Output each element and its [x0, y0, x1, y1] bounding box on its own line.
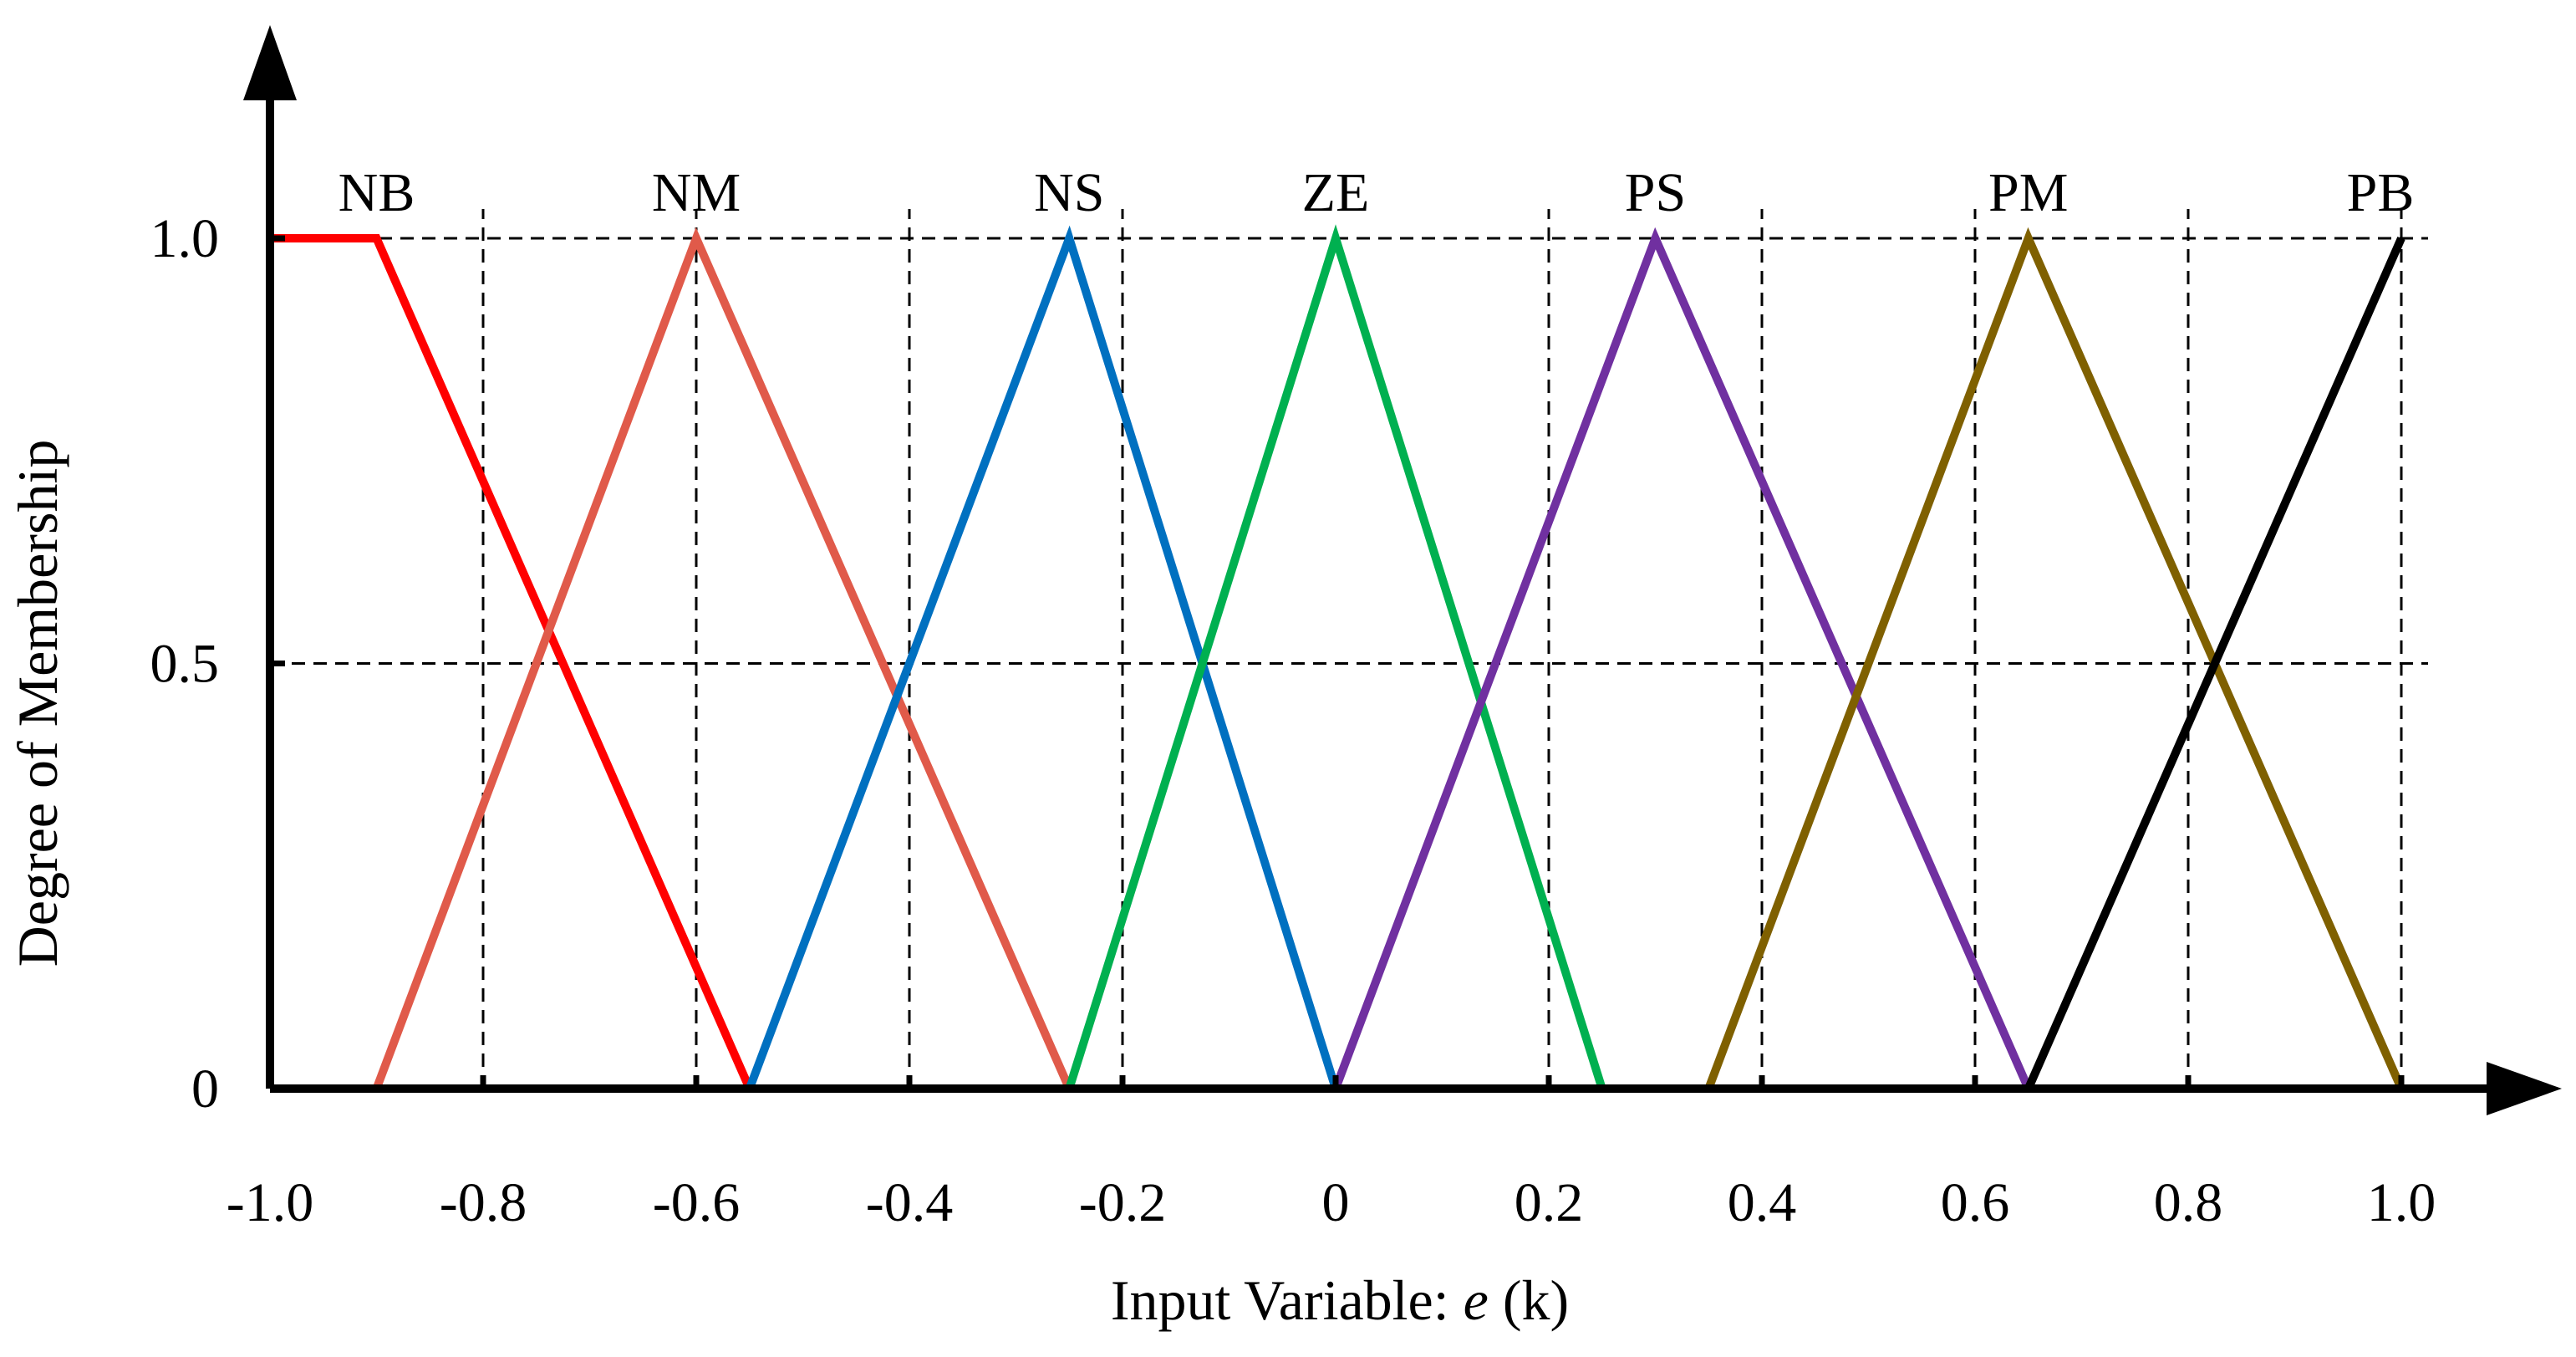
membership-functions: [270, 224, 2405, 1091]
x-tick-label: -0.6: [653, 1172, 740, 1233]
series-ze-line: [1065, 224, 1606, 1090]
y-axis-title: Degree of Membership: [6, 440, 69, 967]
series-label-nm: NM: [652, 162, 741, 223]
series-nm-line: [372, 227, 1073, 1091]
x-tick-label: 0: [1322, 1172, 1350, 1233]
y-axis-arrow-icon: [243, 25, 297, 100]
x-tick-label: -1.0: [227, 1172, 313, 1233]
x-axis-arrow-icon: [2487, 1062, 2562, 1115]
series-label-pm: PM: [1988, 162, 2068, 223]
series-pm-line: [1704, 227, 2405, 1091]
x-tick-label: 1.0: [2367, 1172, 2436, 1233]
labels: -1.0 -0.8 -0.6 -0.4 -0.2 0 0.2 0.4 0.6 0.8 1.0 0 0.5…: [150, 162, 2436, 1233]
x-tick-label: 0.8: [2154, 1172, 2223, 1233]
x-axis-title: Input Variable: e (k): [1111, 1268, 1569, 1332]
series-pb-line: [2024, 236, 2405, 1091]
y-tick-label: 0: [191, 1059, 219, 1120]
x-tick-label: -0.8: [440, 1172, 527, 1233]
series-label-ns: NS: [1034, 162, 1104, 223]
series-label-nb: NB: [339, 162, 415, 223]
x-tick-label: 0.2: [1515, 1172, 1584, 1233]
x-tick-label: 0.4: [1728, 1172, 1797, 1233]
x-tick-label: 0.6: [1941, 1172, 2010, 1233]
series-label-ze: ZE: [1302, 162, 1370, 223]
x-tick-label: -0.2: [1079, 1172, 1166, 1233]
series-label-ps: PS: [1625, 162, 1686, 223]
series-label-pb: PB: [2347, 162, 2415, 223]
x-tick-label: -0.4: [866, 1172, 953, 1233]
axes: [243, 25, 2562, 1115]
series-ns-line: [746, 225, 1340, 1090]
series-nb-line: [270, 234, 754, 1091]
y-tick-label: 0.5: [150, 634, 220, 695]
y-tick-label: 1.0: [150, 208, 220, 269]
grid-lines: [270, 209, 2428, 1089]
series-ps-line: [1331, 227, 2033, 1091]
